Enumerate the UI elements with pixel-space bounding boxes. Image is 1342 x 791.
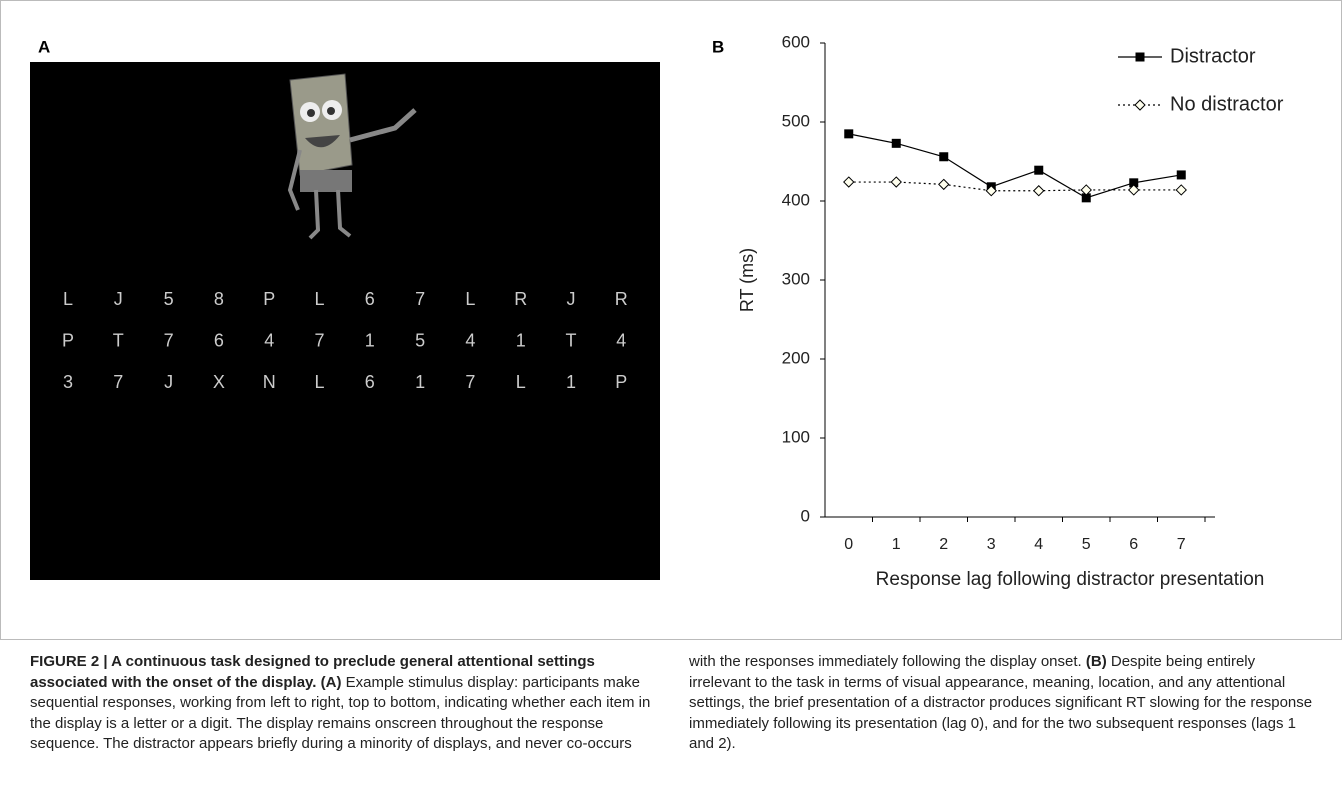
figure: A B L J 5 8 P L 6 7 L R J R P T 7 6 4 7 1 5 4 1 T 4 3 7 J X N L 6 1 7 L 1 P… bbox=[0, 0, 1342, 640]
x-tick-label: 6 bbox=[1129, 536, 1138, 553]
x-tick-label: 4 bbox=[1034, 536, 1043, 553]
marker bbox=[844, 129, 853, 138]
caption-label: (B) bbox=[1086, 653, 1107, 670]
caption: FIGURE 2 | A continuous task designed to… bbox=[30, 652, 1320, 755]
stimulus-item: 6 bbox=[214, 330, 224, 350]
stimulus-item: 5 bbox=[164, 289, 174, 309]
stimulus-item: N bbox=[263, 372, 276, 392]
marker bbox=[1177, 170, 1186, 179]
stimulus-item: 4 bbox=[264, 330, 274, 350]
marker bbox=[939, 152, 948, 161]
marker bbox=[1034, 166, 1043, 175]
stimulus-item: 7 bbox=[415, 289, 425, 309]
stimulus-item: R bbox=[514, 289, 527, 309]
stimulus-item: L bbox=[314, 372, 324, 392]
stimulus-item: 4 bbox=[616, 330, 626, 350]
legend-label: No distractor bbox=[1170, 93, 1284, 115]
x-tick-label: 3 bbox=[987, 536, 996, 553]
marker bbox=[891, 177, 901, 187]
marker bbox=[1135, 100, 1145, 110]
marker bbox=[939, 179, 949, 189]
x-tick-label: 2 bbox=[939, 536, 948, 553]
x-tick-label: 0 bbox=[844, 536, 853, 553]
stimulus-item: 1 bbox=[365, 330, 375, 350]
stimulus-item: R bbox=[615, 289, 628, 309]
marker bbox=[1034, 186, 1044, 196]
y-axis-title: RT (ms) bbox=[737, 248, 757, 312]
stimulus-item: P bbox=[615, 372, 627, 392]
x-tick-label: 7 bbox=[1177, 536, 1186, 553]
x-tick-label: 1 bbox=[892, 536, 901, 553]
stimulus-item: L bbox=[465, 289, 475, 309]
stimulus-item: 1 bbox=[415, 372, 425, 392]
x-tick-label: 5 bbox=[1082, 536, 1091, 553]
stimulus-item: 7 bbox=[113, 372, 123, 392]
panel-label: B bbox=[712, 37, 724, 56]
caption-label: (A) bbox=[321, 674, 342, 691]
stimulus-item: L bbox=[63, 289, 73, 309]
stimulus-item: P bbox=[62, 330, 74, 350]
stimulus-item: 8 bbox=[214, 289, 224, 309]
stimulus-item: 5 bbox=[415, 330, 425, 350]
stimulus-item: X bbox=[213, 372, 225, 392]
stimulus-item: 3 bbox=[63, 372, 73, 392]
y-tick-label: 500 bbox=[782, 111, 810, 130]
stimulus-item: J bbox=[114, 289, 123, 309]
stimulus-item: J bbox=[567, 289, 576, 309]
y-tick-label: 400 bbox=[782, 190, 810, 209]
marker bbox=[1136, 53, 1145, 62]
stimulus-item: 1 bbox=[516, 330, 526, 350]
stimulus-item: 7 bbox=[465, 372, 475, 392]
y-tick-label: 100 bbox=[782, 427, 810, 446]
marker bbox=[1176, 185, 1186, 195]
stimulus-item: P bbox=[263, 289, 275, 309]
marker bbox=[892, 139, 901, 148]
stimulus-item: T bbox=[566, 330, 577, 350]
y-tick-label: 600 bbox=[782, 32, 810, 51]
stimulus-item: 6 bbox=[365, 289, 375, 309]
stimulus-item: 4 bbox=[465, 330, 475, 350]
stimulus-item: L bbox=[314, 289, 324, 309]
stimulus-item: T bbox=[113, 330, 124, 350]
x-axis-title: Response lag following distractor presen… bbox=[876, 569, 1265, 590]
stimulus-item: 7 bbox=[314, 330, 324, 350]
legend-label: Distractor bbox=[1170, 45, 1256, 67]
stimulus-item: J bbox=[164, 372, 173, 392]
stimulus-item: L bbox=[516, 372, 526, 392]
panel-label: A bbox=[38, 37, 50, 56]
stimulus-item: 7 bbox=[164, 330, 174, 350]
y-tick-label: 200 bbox=[782, 348, 810, 367]
y-tick-label: 300 bbox=[782, 269, 810, 288]
stimulus-item: 6 bbox=[365, 372, 375, 392]
stimulus-item: 1 bbox=[566, 372, 576, 392]
y-tick-label: 0 bbox=[801, 506, 810, 525]
page: A B L J 5 8 P L 6 7 L R J R P T 7 6 4 7 1 5 4 1 T 4 3 7 J X N L 6 1 7 L 1 P… bbox=[0, 0, 1342, 791]
marker bbox=[844, 177, 854, 187]
